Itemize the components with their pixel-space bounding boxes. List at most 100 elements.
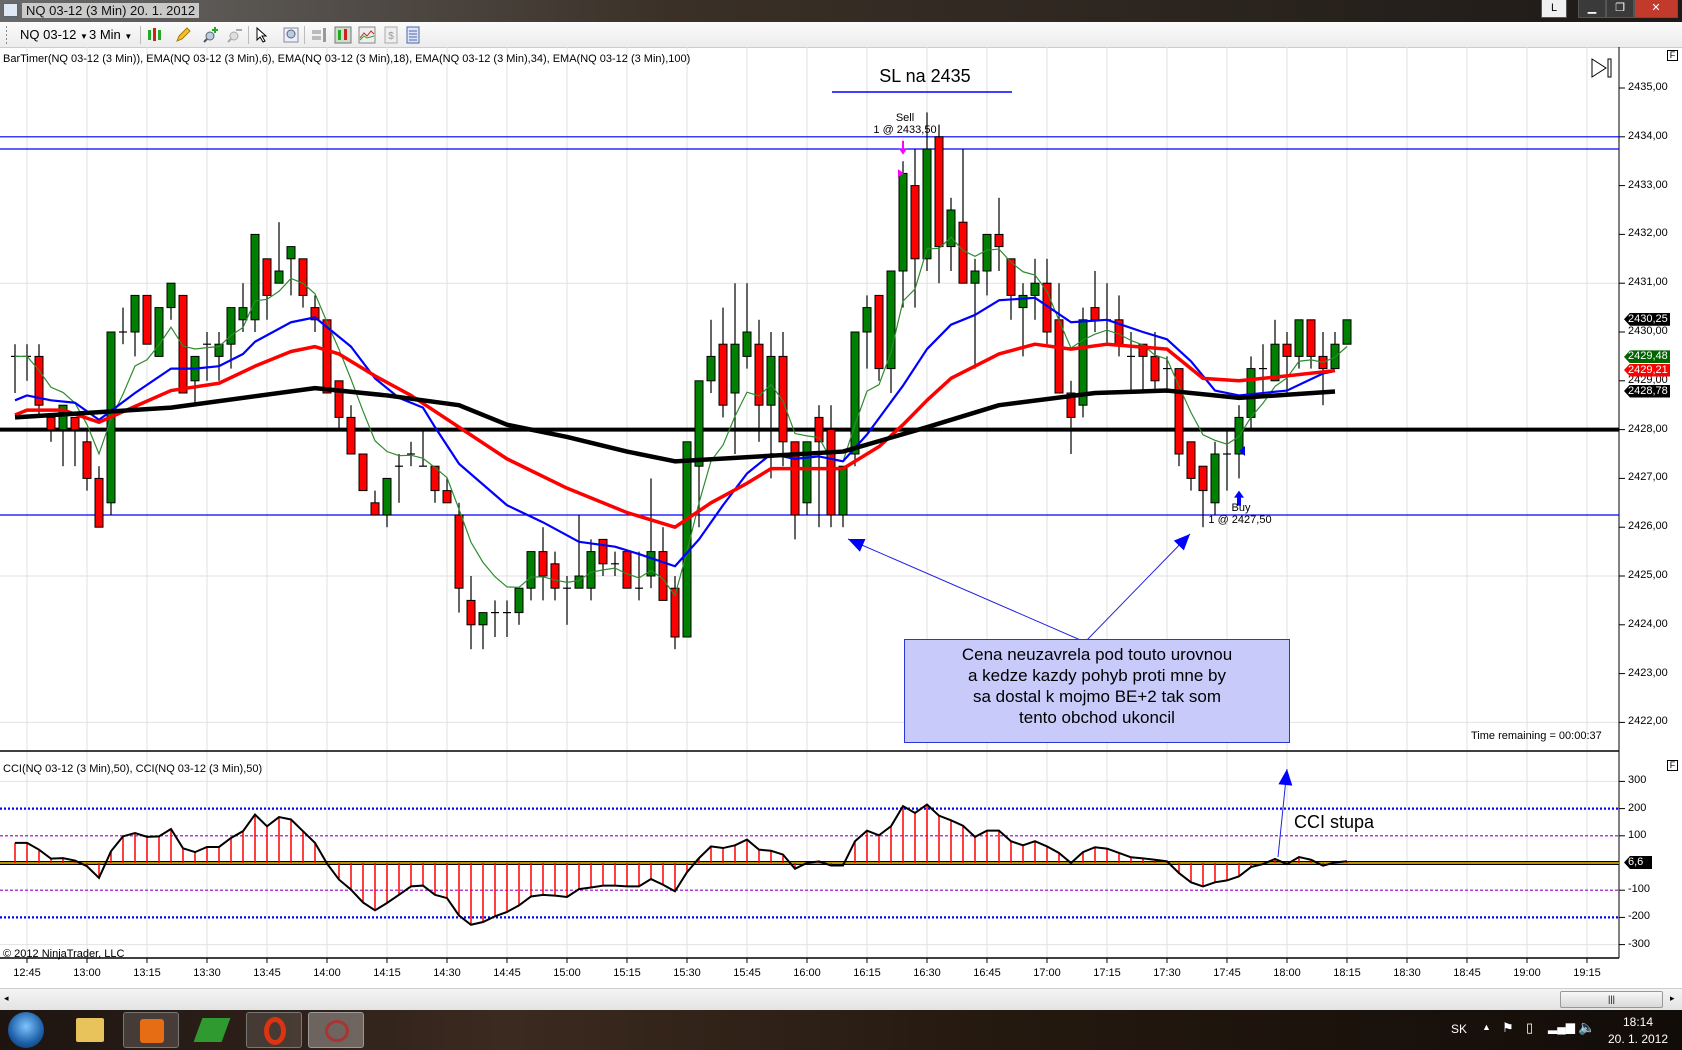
candle-up	[238, 307, 248, 321]
toolbar: NQ 03-12 ▼ 3 Min ▼ $	[0, 22, 1682, 48]
action-center-icon[interactable]: ⚑	[1502, 1020, 1514, 1035]
media-player-taskbar-icon[interactable]	[123, 1012, 179, 1048]
cci-value-tag: 6,6	[1624, 856, 1652, 869]
time-tick-label: 17:30	[1153, 967, 1181, 979]
candle-down	[454, 514, 464, 589]
candle-up	[946, 209, 956, 248]
candle-up	[898, 172, 908, 272]
chevron-down-icon: ▼	[80, 32, 88, 41]
scroll-thumb[interactable]: |||	[1560, 991, 1663, 1008]
interval-label: 3 Min	[89, 27, 121, 42]
sell-price-label: 1 @ 2433,50	[873, 124, 937, 136]
ema-18-line	[14, 296, 1336, 568]
indicators-label: BarTimer(NQ 03-12 (3 Min)), EMA(NQ 03-12…	[3, 53, 691, 65]
candle-down	[70, 416, 80, 431]
candle-down	[262, 258, 272, 296]
price-chart[interactable]	[0, 0, 1682, 1010]
time-tick-label: 13:15	[133, 967, 161, 979]
minimize-button[interactable]: ▁	[1578, 0, 1606, 18]
candle-up	[766, 355, 776, 406]
magnifier-icon[interactable]	[282, 26, 300, 44]
language-indicator[interactable]: SK	[1451, 1022, 1468, 1036]
sell-fill-marker-icon	[898, 169, 904, 178]
data-series-icon[interactable]	[310, 26, 328, 44]
candle-down	[142, 294, 152, 345]
candle-down	[538, 551, 548, 577]
candle-up	[850, 331, 860, 455]
book-app-taskbar-icon[interactable]	[184, 1012, 240, 1048]
annotation-arrow-left-head	[848, 538, 866, 552]
properties-icon[interactable]	[404, 26, 422, 44]
candle-down	[826, 429, 836, 516]
candle-down	[310, 307, 320, 321]
candle-up	[514, 587, 524, 614]
chart-panel-f-button[interactable]: F	[1667, 50, 1678, 61]
candle-up	[886, 270, 896, 370]
candle-up	[574, 575, 584, 589]
instrument-dropdown[interactable]: NQ 03-12 ▼	[20, 26, 88, 44]
time-tick-label: 17:45	[1213, 967, 1241, 979]
price-tick-label: 2423,00	[1628, 666, 1668, 679]
time-tick-label: 18:00	[1273, 967, 1301, 979]
buy-price-label: 1 @ 2427,50	[1208, 514, 1272, 526]
cci-tick-label: 300	[1628, 774, 1647, 787]
price-tick-label: 2432,00	[1628, 227, 1668, 240]
indicators-icon[interactable]	[358, 26, 376, 44]
interval-dropdown[interactable]: 3 Min ▼	[89, 26, 132, 44]
candle-down	[34, 355, 44, 406]
volume-icon[interactable]: 🔈	[1578, 1019, 1596, 1035]
candle-up	[250, 233, 260, 321]
dollar-icon[interactable]: $	[382, 26, 400, 44]
zoom-in-icon[interactable]	[202, 26, 220, 44]
price-tick-label: 2435,00	[1628, 81, 1668, 93]
pointer-icon[interactable]	[254, 26, 272, 44]
candle-up	[1270, 343, 1280, 382]
scroll-left-icon[interactable]: ◂	[4, 993, 9, 1003]
toolbar-grip[interactable]	[6, 26, 7, 44]
cci-annotation: CCI stupa	[1294, 812, 1375, 832]
candle-up	[862, 307, 872, 333]
horizontal-scrollbar[interactable]: ◂ ||| ▸	[0, 988, 1682, 1010]
price-tick-label: 2428,00	[1628, 422, 1668, 435]
tray-expand-icon[interactable]: ▲	[1482, 1022, 1491, 1032]
candle-up	[214, 343, 224, 357]
scroll-to-end-icon	[1591, 58, 1607, 78]
clock-date[interactable]: 20. 1. 2012	[1607, 1032, 1669, 1046]
bar-type-icon[interactable]	[146, 26, 164, 44]
clock-time[interactable]: 18:14	[1622, 1015, 1654, 1029]
buy-arrow-icon	[1234, 490, 1244, 506]
time-tick-label: 19:00	[1513, 967, 1541, 979]
price-tag: 2428,78	[1624, 384, 1670, 398]
cci-panel-f-button[interactable]: F	[1667, 760, 1678, 771]
start-button[interactable]	[8, 1012, 44, 1048]
candle-down	[958, 221, 968, 284]
candle-down	[82, 441, 92, 479]
zoom-out-icon[interactable]	[226, 26, 244, 44]
strategies-icon[interactable]	[334, 26, 352, 44]
annotation-arrow-left	[847, 538, 1086, 643]
taskbar: SK ▲ ⚑ ▯ ▂▄▆ 🔈 18:14 20. 1. 2012	[0, 1010, 1682, 1050]
candle-down	[466, 599, 476, 626]
time-tick-label: 14:00	[313, 967, 341, 979]
power-icon[interactable]: ▯	[1526, 1020, 1534, 1035]
close-button[interactable]: ✕	[1634, 0, 1678, 18]
time-tick-label: 13:45	[253, 967, 281, 979]
candle-up	[586, 551, 596, 589]
candle-down	[46, 416, 56, 431]
l-button[interactable]: L	[1541, 0, 1567, 18]
annotation-text-box[interactable]: Cena neuzavrela pod touto urovnou a kedz…	[904, 639, 1290, 743]
ninjatrader-taskbar-icon[interactable]	[308, 1012, 364, 1048]
candle-up	[226, 307, 236, 345]
candle-up	[274, 270, 284, 284]
network-signal-icon[interactable]: ▂▄▆	[1548, 1020, 1575, 1034]
time-tick-label: 18:15	[1333, 967, 1361, 979]
candle-down	[994, 233, 1004, 248]
candle-down	[370, 502, 380, 516]
explorer-taskbar-icon[interactable]	[62, 1012, 118, 1048]
scroll-right-icon[interactable]: ▸	[1670, 993, 1675, 1003]
opera-taskbar-icon[interactable]	[246, 1012, 302, 1048]
pencil-icon[interactable]	[174, 26, 192, 44]
candle-down	[334, 380, 344, 418]
stop-loss-note: SL na 2435	[879, 66, 971, 86]
restore-button[interactable]: ❐	[1606, 0, 1634, 18]
